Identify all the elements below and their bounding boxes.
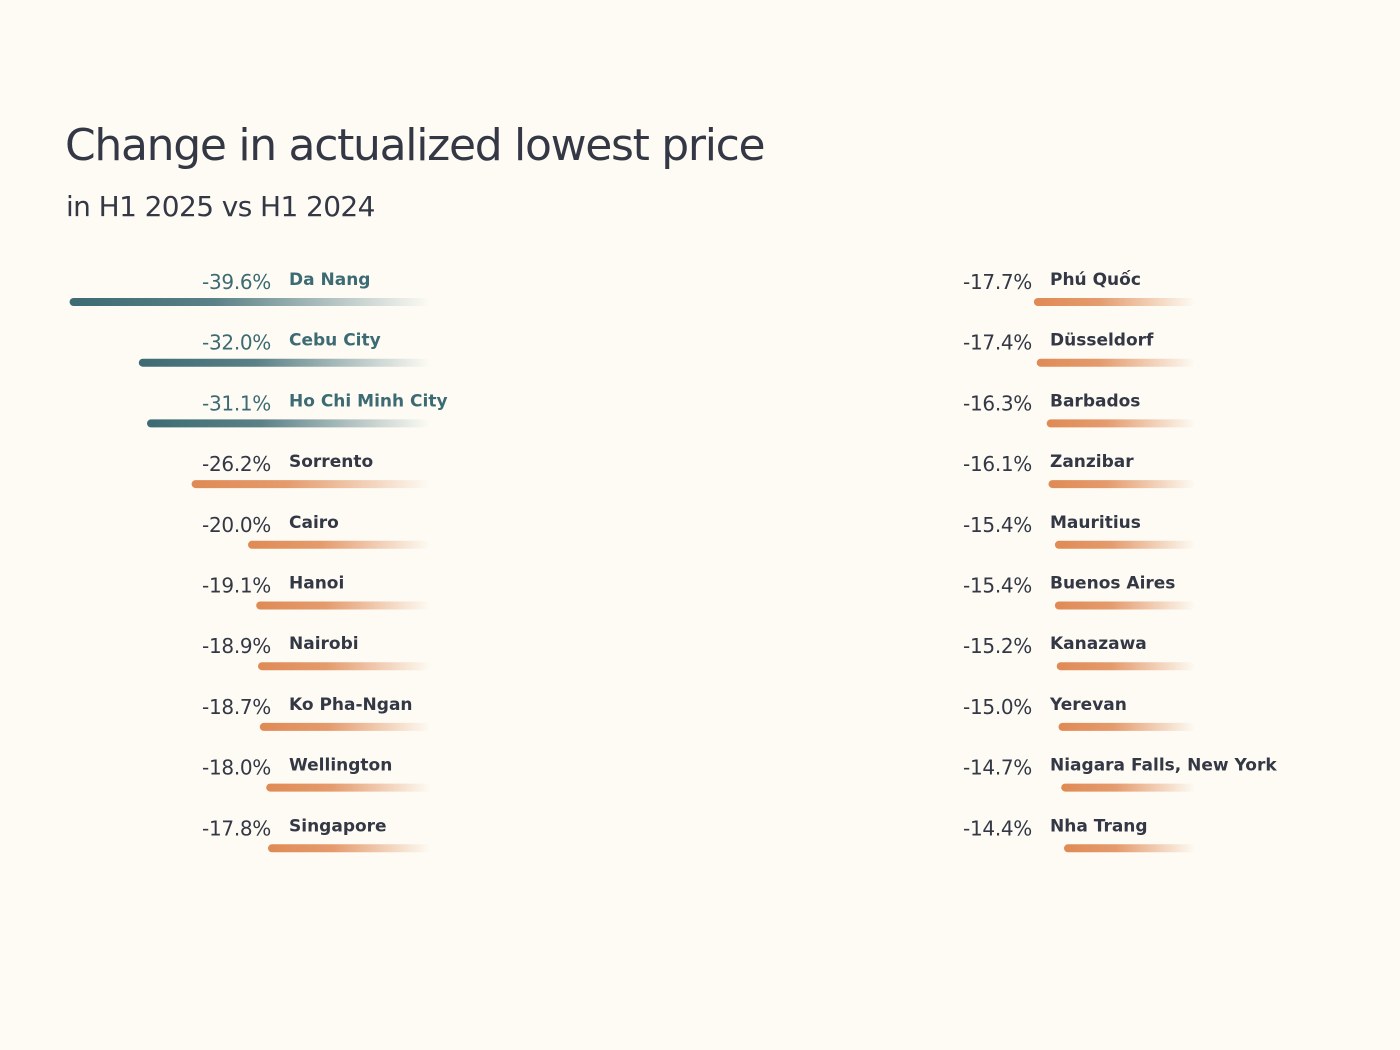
bar-row: -17.4% Düsseldorf — [963, 331, 1195, 367]
category-label: Nairobi — [289, 634, 359, 654]
value-label: -16.3% — [963, 391, 1032, 415]
value-label: -15.2% — [963, 634, 1032, 658]
value-label: -39.6% — [202, 270, 271, 294]
bar — [1033, 298, 1195, 306]
bar-row: -17.8% Singapore — [202, 816, 430, 853]
category-label: Nha Trang — [1050, 816, 1148, 836]
bar — [147, 419, 430, 428]
bar — [1058, 722, 1195, 731]
category-label: Buenos Aires — [1050, 574, 1175, 594]
bar — [191, 480, 430, 489]
category-label: Mauritius — [1050, 513, 1141, 533]
bar-row: -17.7% Phú Quốc — [963, 269, 1195, 306]
bar-row: -16.3% Barbados — [963, 391, 1195, 428]
bar — [256, 601, 430, 610]
bar — [1036, 358, 1195, 367]
chart-title: Change in actualized lowest price — [65, 120, 766, 171]
bar-row: -15.4% Buenos Aires — [963, 574, 1195, 610]
category-label: Sorrento — [289, 452, 373, 472]
bar-row: -39.6% Da Nang — [69, 270, 430, 306]
category-label: Kanazawa — [1050, 634, 1147, 654]
value-label: -18.9% — [202, 634, 271, 658]
value-label: -18.7% — [202, 695, 271, 719]
category-label: Wellington — [289, 756, 392, 776]
bar-row: -19.1% Hanoi — [202, 574, 430, 610]
category-label: Barbados — [1050, 391, 1140, 411]
bar-row: -26.2% Sorrento — [191, 452, 430, 489]
value-label: -17.7% — [963, 270, 1032, 294]
category-label: Ho Chi Minh City — [289, 391, 448, 411]
bar-row: -14.4% Nha Trang — [963, 816, 1195, 853]
value-label: -26.2% — [202, 452, 271, 476]
bar-row: -15.0% Yerevan — [963, 695, 1195, 731]
category-label: Phú Quốc — [1050, 269, 1141, 290]
bar — [1061, 783, 1195, 792]
bar-row: -18.0% Wellington — [202, 756, 430, 792]
value-label: -14.7% — [963, 756, 1032, 780]
category-label: Cairo — [289, 513, 339, 533]
value-label: -18.0% — [202, 756, 271, 780]
bar-row: -18.9% Nairobi — [202, 634, 430, 671]
value-label: -19.1% — [202, 574, 271, 598]
value-label: -32.0% — [202, 331, 271, 355]
category-label: Singapore — [289, 816, 387, 836]
value-label: -17.8% — [202, 816, 271, 840]
bar — [1048, 480, 1195, 489]
value-label: -15.4% — [963, 513, 1032, 537]
value-label: -16.1% — [963, 452, 1032, 476]
bar-row: -15.2% Kanazawa — [963, 634, 1195, 671]
bar — [1054, 601, 1195, 610]
category-label: Zanzibar — [1050, 452, 1134, 472]
bar — [1056, 662, 1195, 671]
bar — [268, 844, 430, 853]
category-label: Hanoi — [289, 574, 344, 594]
bar — [258, 662, 430, 671]
category-label: Yerevan — [1049, 695, 1127, 715]
bar — [259, 722, 430, 731]
value-label: -17.4% — [963, 331, 1032, 355]
value-label: -15.4% — [963, 574, 1032, 598]
bar — [266, 783, 430, 792]
bar-row: -15.4% Mauritius — [963, 513, 1195, 549]
value-label: -15.0% — [963, 695, 1032, 719]
bar-row: -16.1% Zanzibar — [963, 452, 1195, 489]
bar — [1046, 419, 1195, 428]
category-label: Niagara Falls, New York — [1050, 756, 1277, 776]
category-label: Düsseldorf — [1050, 331, 1154, 351]
bar-row: -31.1% Ho Chi Minh City — [147, 391, 448, 428]
bar — [1054, 540, 1195, 549]
bar-row: -18.7% Ko Pha-Ngan — [202, 695, 430, 731]
bar-row: -32.0% Cebu City — [138, 331, 431, 367]
category-label: Da Nang — [289, 270, 370, 290]
bar — [69, 298, 430, 306]
category-label: Cebu City — [289, 331, 381, 351]
bar-row: -20.0% Cairo — [202, 513, 430, 549]
category-label: Ko Pha-Ngan — [289, 695, 413, 715]
value-label: -20.0% — [202, 513, 271, 537]
bar-row: -14.7% Niagara Falls, New York — [963, 756, 1277, 792]
value-label: -31.1% — [202, 391, 271, 415]
bar — [248, 540, 430, 549]
bar — [1064, 844, 1195, 853]
bar — [138, 358, 431, 367]
chart-subtitle: in H1 2025 vs H1 2024 — [66, 190, 375, 223]
value-label: -14.4% — [963, 816, 1032, 840]
